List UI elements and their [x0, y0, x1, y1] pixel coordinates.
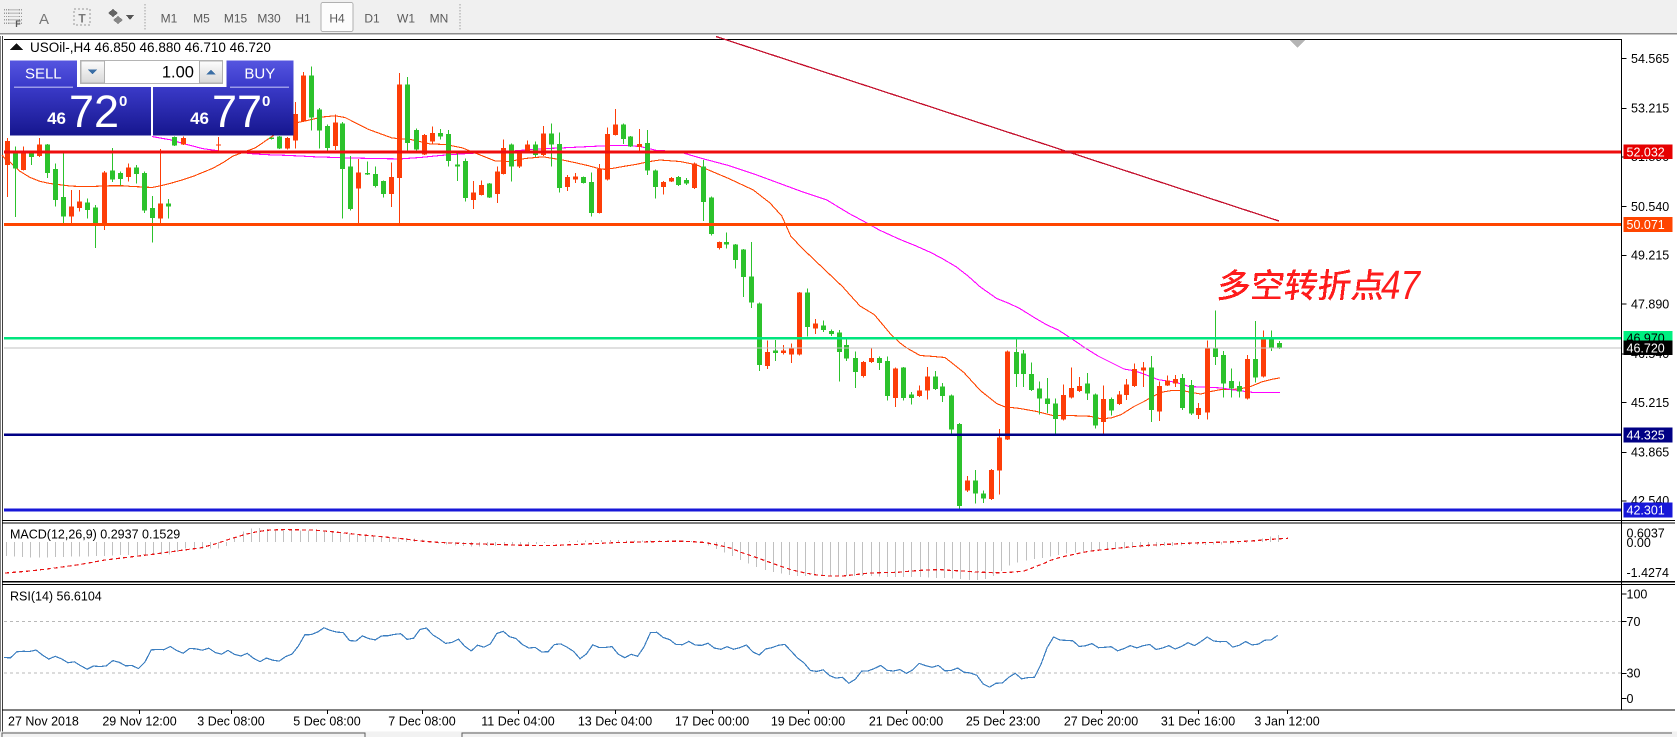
svg-text:47: 47 [1381, 262, 1422, 308]
svg-text:0: 0 [1627, 692, 1634, 706]
svg-text:42.301: 42.301 [1627, 504, 1665, 518]
svg-text:M30: M30 [257, 12, 281, 26]
svg-text:0.6037: 0.6037 [1627, 527, 1665, 541]
svg-text:77: 77 [212, 86, 262, 137]
svg-text:3 Dec 08:00: 3 Dec 08:00 [197, 715, 264, 729]
svg-text:0: 0 [262, 93, 270, 110]
svg-text:W1: W1 [397, 12, 415, 26]
svg-text:M5: M5 [193, 12, 210, 26]
svg-text:50.540: 50.540 [1631, 200, 1669, 214]
svg-text:0: 0 [119, 93, 127, 110]
svg-text:RSI(14) 56.6104: RSI(14) 56.6104 [10, 590, 102, 604]
svg-text:100: 100 [1627, 587, 1648, 601]
svg-text:0.00: 0.00 [1627, 536, 1651, 550]
svg-text:43.865: 43.865 [1631, 446, 1669, 460]
svg-text:17 Dec 00:00: 17 Dec 00:00 [675, 715, 749, 729]
svg-text:H1: H1 [295, 12, 311, 26]
svg-text:25 Dec 23:00: 25 Dec 23:00 [966, 715, 1040, 729]
svg-text:72: 72 [69, 86, 119, 137]
svg-text:49.215: 49.215 [1631, 249, 1669, 263]
svg-text:46: 46 [47, 109, 66, 128]
svg-text:46: 46 [190, 109, 209, 128]
svg-text:27 Nov 2018: 27 Nov 2018 [8, 715, 79, 729]
svg-text:52.032: 52.032 [1627, 145, 1665, 159]
svg-text:1.00: 1.00 [162, 64, 194, 82]
svg-text:21 Dec 00:00: 21 Dec 00:00 [869, 715, 943, 729]
svg-text:46.720: 46.720 [1627, 341, 1665, 355]
svg-text:13 Dec 04:00: 13 Dec 04:00 [578, 715, 652, 729]
svg-text:29 Nov 12:00: 29 Nov 12:00 [102, 715, 176, 729]
svg-text:5 Dec 08:00: 5 Dec 08:00 [293, 715, 360, 729]
svg-text:3 Jan 12:00: 3 Jan 12:00 [1254, 715, 1319, 729]
svg-text:T: T [78, 12, 86, 26]
svg-text:70: 70 [1627, 615, 1641, 629]
svg-text:M15: M15 [224, 12, 248, 26]
svg-text:7 Dec 08:00: 7 Dec 08:00 [388, 715, 455, 729]
svg-text:30: 30 [1627, 667, 1641, 681]
svg-text:-1.4274: -1.4274 [1627, 566, 1669, 580]
svg-text:19 Dec 00:00: 19 Dec 00:00 [771, 715, 845, 729]
svg-text:D1: D1 [364, 12, 380, 26]
svg-text:50.071: 50.071 [1627, 218, 1665, 232]
svg-text:53.215: 53.215 [1631, 102, 1669, 116]
svg-text:47.890: 47.890 [1631, 297, 1669, 311]
svg-text:USOil-,H4 46.850 46.880 46.71: USOil-,H4 46.850 46.880 46.710 46.720 [30, 40, 271, 55]
svg-text:M1: M1 [161, 12, 178, 26]
svg-text:SELL: SELL [25, 66, 62, 83]
svg-text:MN: MN [430, 12, 449, 26]
svg-text:H4: H4 [329, 12, 345, 26]
svg-text:BUY: BUY [244, 66, 275, 83]
svg-text:45.215: 45.215 [1631, 396, 1669, 410]
svg-text:31 Dec 16:00: 31 Dec 16:00 [1161, 715, 1235, 729]
svg-text:A: A [39, 11, 49, 28]
svg-text:F: F [15, 19, 21, 29]
svg-text:11 Dec 04:00: 11 Dec 04:00 [481, 715, 554, 729]
svg-text:54.565: 54.565 [1631, 52, 1669, 66]
svg-text:44.325: 44.325 [1627, 429, 1665, 443]
svg-text:MACD(12,26,9) 0.2937 0.1529: MACD(12,26,9) 0.2937 0.1529 [10, 528, 180, 542]
svg-text:27 Dec 20:00: 27 Dec 20:00 [1064, 715, 1138, 729]
